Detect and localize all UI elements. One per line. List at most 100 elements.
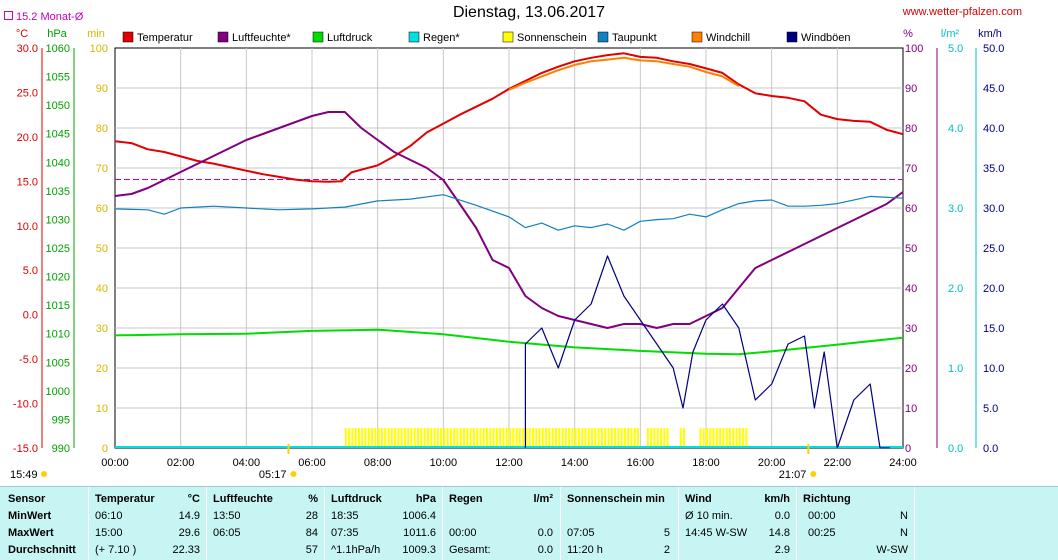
rain-axis-tick: 3.0 xyxy=(948,203,963,215)
hpa-axis-tick: 990 xyxy=(52,443,70,455)
sunshine-bar xyxy=(679,428,682,448)
pct-axis-tick: 80 xyxy=(905,123,917,135)
header-sonne: Sonnenschein min xyxy=(567,493,665,505)
legend-swatch xyxy=(786,31,798,43)
table-cell-w_val: 2.9 xyxy=(774,544,790,556)
rain-axis-tick: 5.0 xyxy=(948,43,963,55)
table-cell-w_val: 14.8 xyxy=(768,527,790,539)
sunshine-bar xyxy=(443,428,446,448)
sunshine-bar xyxy=(397,428,400,448)
hpa-axis-tick: 1000 xyxy=(46,386,70,398)
table-cell-r_time: 00:00 xyxy=(449,527,477,539)
sun-icon xyxy=(290,471,297,477)
sunshine-bar xyxy=(512,428,515,448)
sunshine-bar xyxy=(656,428,659,448)
pct-axis-tick: 50 xyxy=(905,243,917,255)
rain-axis-tick: 0.0 xyxy=(948,443,963,455)
table-cell-w_time: 14:45 W-SW xyxy=(685,527,748,539)
table-cell-w_time: Ø 10 min. xyxy=(685,510,733,522)
sunshine-bar xyxy=(623,428,626,448)
sunshine-bar xyxy=(627,428,630,448)
sunshine-bar xyxy=(433,428,436,448)
kmh-axis-tick: 25.0 xyxy=(983,243,1004,255)
sunshine-bar xyxy=(558,428,561,448)
series-windböen xyxy=(524,255,890,449)
header-luftdruck: Luftdruck xyxy=(331,493,382,505)
legend-label: Windchill xyxy=(706,32,750,44)
min-axis-tick: 10 xyxy=(96,403,108,415)
sunshine-bar xyxy=(702,428,705,448)
sunshine-bar xyxy=(479,428,482,448)
sunshine-bar xyxy=(367,428,370,448)
sunshine-bar xyxy=(712,428,715,448)
table-cell-d_val: W-SW xyxy=(876,544,908,556)
sunshine-bar xyxy=(735,428,738,448)
table-cell-s_val: 2 xyxy=(663,544,670,556)
temp-axis-tick: 10.0 xyxy=(17,221,38,233)
sunshine-bar xyxy=(719,428,722,448)
hpa-axis-tick: 1045 xyxy=(46,129,70,141)
table-cell-t_time: (+ 7.10 ) xyxy=(95,544,137,556)
sunshine-bar xyxy=(440,428,443,448)
stats-table: Sensor Temperatur °C Luftfeuchte % Luftd… xyxy=(0,486,1058,560)
sunshine-bar xyxy=(587,428,590,448)
hpa-axis-tick: 1060 xyxy=(46,43,70,55)
table-cell-t_val: 22.33 xyxy=(172,544,200,556)
temp-axis-tick: 30.0 xyxy=(17,43,38,55)
sunshine-bar xyxy=(466,428,469,448)
pct-axis-tick: 10 xyxy=(905,403,917,415)
pct-axis-tick: 70 xyxy=(905,163,917,175)
sunshine-bar xyxy=(597,428,600,448)
table-cell-p_val: 1009.3 xyxy=(402,544,436,556)
sunshine-bar xyxy=(364,428,367,448)
moon-time: 15:49 xyxy=(10,469,38,481)
sunshine-bar xyxy=(600,428,603,448)
table-cell-p_val: 1006.4 xyxy=(402,510,436,522)
temp-axis-tick: -10.0 xyxy=(13,399,38,411)
x-tick-label: 04:00 xyxy=(233,457,261,469)
legend-swatch xyxy=(502,31,514,43)
table-cell-s_time: 11:20 h xyxy=(567,544,603,556)
hpa-axis-tick: 1035 xyxy=(46,186,70,198)
sunshine-bar xyxy=(637,428,640,448)
sun-icon xyxy=(810,471,817,477)
site-link[interactable]: www.wetter-pfalzen.com xyxy=(902,6,1022,18)
sunshine-bar xyxy=(617,428,620,448)
pct-axis-tick: 90 xyxy=(905,83,917,95)
sunshine-bar xyxy=(423,428,426,448)
hpa-axis-tick: 1050 xyxy=(46,100,70,112)
sunshine-bar xyxy=(374,428,377,448)
sunshine-bar xyxy=(413,428,416,448)
sunshine-bar xyxy=(357,428,360,448)
x-tick-label: 00:00 xyxy=(101,457,129,469)
legend-label: Luftfeuchte* xyxy=(232,32,291,44)
sunshine-bar xyxy=(489,428,492,448)
kmh-unit-label: km/h xyxy=(978,28,1002,40)
kmh-axis-tick: 0.0 xyxy=(983,443,998,455)
x-tick-label: 14:00 xyxy=(561,457,589,469)
sunshine-bar xyxy=(650,428,653,448)
sunshine-bar xyxy=(722,428,725,448)
sunshine-bar xyxy=(581,428,584,448)
header-temp-unit: °C xyxy=(187,493,200,505)
legend-swatch xyxy=(597,31,609,43)
x-tick-label: 02:00 xyxy=(167,457,195,469)
sunshine-bar xyxy=(430,428,433,448)
sunshine-bar xyxy=(351,428,354,448)
sunshine-bar xyxy=(400,428,403,448)
min-axis-tick: 30 xyxy=(96,323,108,335)
table-cell-s_val: 5 xyxy=(663,527,670,539)
legend-label: Windböen xyxy=(801,32,851,44)
legend-label: Taupunkt xyxy=(612,32,657,44)
sunshine-bar xyxy=(469,428,472,448)
temp-unit-label: °C xyxy=(16,28,28,40)
hpa-axis-tick: 1040 xyxy=(46,157,70,169)
sunshine-bar xyxy=(518,428,521,448)
sunshine-bar xyxy=(666,428,669,448)
sunshine-bar xyxy=(551,428,554,448)
pct-axis-tick: 60 xyxy=(905,203,917,215)
sunset-time: 21:07 xyxy=(779,469,807,481)
table-cell-p_time: 18:35 xyxy=(331,510,359,522)
pct-axis-tick: 0 xyxy=(905,443,911,455)
temp-axis-tick: 0.0 xyxy=(23,310,38,322)
